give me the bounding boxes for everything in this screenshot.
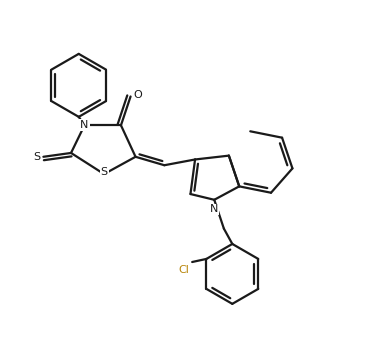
Text: N: N [80, 120, 89, 130]
Text: O: O [133, 90, 142, 99]
Text: Cl: Cl [178, 265, 189, 275]
Text: S: S [33, 152, 40, 162]
Text: N: N [210, 205, 218, 214]
Text: S: S [101, 167, 108, 177]
